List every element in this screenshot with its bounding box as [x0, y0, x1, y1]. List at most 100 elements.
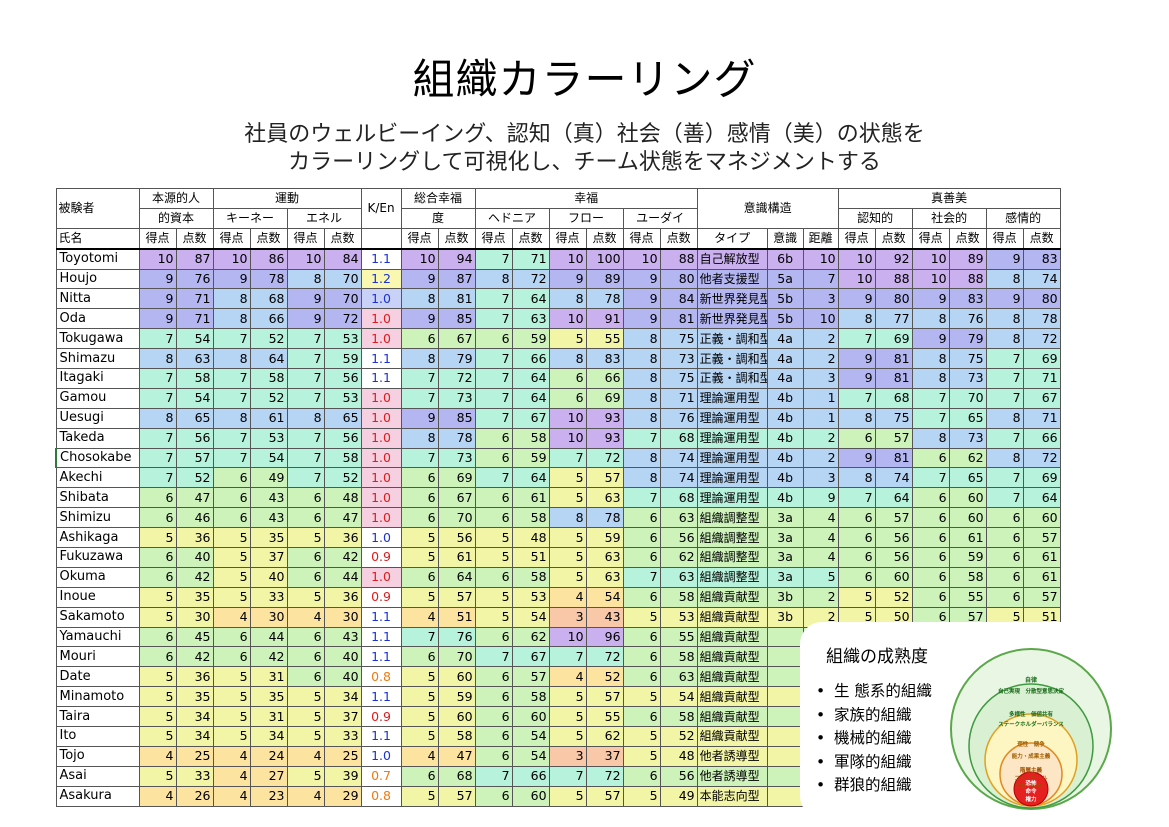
capital-score: 4 [138, 785, 177, 807]
keener-points: 35 [249, 686, 288, 708]
social-score: 6 [911, 547, 950, 568]
table-row: Inoue 5 35 5 33 5 36 0.9 5 57 5 53 4 54 6 58 組織貢献型 3b 2 5 52… [55, 586, 1061, 608]
consciousness-type: 正義・調和型 [696, 328, 768, 350]
energy-score: 5 [286, 706, 325, 728]
flow-points: 93 [585, 407, 624, 429]
ken-ratio: 1.1 [360, 646, 402, 668]
capital-points: 25 [175, 745, 214, 767]
header-score: 得点 [622, 227, 661, 250]
cognitive-points: 68 [874, 387, 913, 409]
eudai-points: 68 [659, 427, 698, 449]
keener-score: 5 [212, 706, 251, 728]
maturity-ring-label: 理性 競争 [1017, 740, 1045, 748]
keener-score: 9 [212, 268, 251, 290]
eudai-score: 6 [622, 765, 661, 787]
energy-points: 36 [323, 586, 362, 608]
eudai-score: 8 [622, 328, 661, 350]
examinee-name: Tokugawa [55, 328, 140, 350]
eudai-score: 6 [622, 547, 661, 568]
ken-ratio: 1.0 [360, 407, 402, 429]
energy-score: 9 [286, 288, 325, 310]
energy-score: 7 [286, 427, 325, 449]
emotional-points: 74 [1022, 268, 1061, 290]
wellbeing-score: 5 [400, 547, 439, 568]
social-score: 8 [911, 368, 950, 389]
header-consciousness: 意識構造 [696, 188, 839, 229]
header-type: タイプ [696, 227, 768, 250]
eudai-points: 81 [659, 308, 698, 330]
energy-score: 6 [286, 547, 325, 568]
awareness-level: 5b [766, 288, 804, 310]
consciousness-type: 正義・調和型 [696, 348, 768, 370]
hedonia-points: 58 [511, 686, 550, 708]
capital-score: 10 [138, 248, 177, 270]
keener-score: 6 [212, 626, 251, 648]
header-eudai: ユーダイ [622, 207, 698, 229]
keener-points: 53 [249, 427, 288, 449]
hedonia-score: 6 [474, 726, 513, 747]
table-row: Fukuzawa 6 40 5 37 6 42 0.9 5 61 5 51 5 63 6 62 組織調整型 3a 4… [55, 547, 1061, 568]
eudai-points: 71 [659, 387, 698, 409]
eudai-points: 74 [659, 447, 698, 469]
energy-points: 65 [323, 407, 362, 429]
social-score: 6 [911, 527, 950, 549]
hedonia-points: 71 [511, 248, 550, 270]
hedonia-score: 7 [474, 467, 513, 489]
emotional-score: 7 [985, 348, 1024, 370]
hedonia-points: 58 [511, 507, 550, 529]
flow-points: 72 [585, 447, 624, 469]
energy-points: 25 [323, 745, 362, 767]
capital-score: 5 [138, 666, 177, 688]
capital-points: 47 [175, 487, 214, 509]
awareness-level: 4a [766, 368, 804, 389]
keener-score: 8 [212, 308, 251, 330]
keener-points: 30 [249, 606, 288, 628]
table-row: Takeda 7 56 7 53 7 56 1.0 8 78 6 58 10 93 7 68 理論運用型 4b 2 6… [55, 427, 1061, 449]
header-hedonia: ヘドニア [474, 207, 550, 229]
keener-score: 8 [212, 348, 251, 370]
flow-score: 5 [548, 785, 587, 807]
wellbeing-points: 51 [437, 606, 476, 628]
keener-points: 54 [249, 447, 288, 469]
distance-value: 7 [802, 268, 839, 290]
distance-value: 10 [802, 308, 839, 330]
cognitive-score: 10 [837, 268, 876, 290]
eudai-points: 74 [659, 467, 698, 489]
keener-points: 27 [249, 765, 288, 787]
eudai-points: 63 [659, 507, 698, 529]
flow-points: 57 [585, 686, 624, 708]
social-points: 73 [948, 368, 987, 389]
keener-score: 7 [212, 447, 251, 469]
energy-points: 40 [323, 666, 362, 688]
capital-score: 6 [138, 487, 177, 509]
wellbeing-points: 58 [437, 726, 476, 747]
capital-score: 7 [138, 427, 177, 449]
flow-score: 5 [548, 487, 587, 509]
flow-points: 72 [585, 765, 624, 787]
eudai-score: 6 [622, 646, 661, 668]
ken-ratio: 1.0 [360, 745, 402, 767]
awareness-level: 3a [766, 507, 804, 529]
eudai-score: 6 [622, 527, 661, 549]
consciousness-type: 組織調整型 [696, 527, 768, 549]
header-capital-1: 本源的人 [138, 188, 214, 209]
flow-score: 5 [548, 706, 587, 728]
keener-score: 4 [212, 606, 251, 628]
flow-points: 43 [585, 606, 624, 628]
hedonia-score: 7 [474, 387, 513, 409]
flow-points: 89 [585, 268, 624, 290]
wellbeing-points: 70 [437, 646, 476, 668]
examinee-name: Asakura [55, 785, 140, 807]
consciousness-type: 新世界発見型 [696, 308, 768, 330]
capital-points: 76 [175, 268, 214, 290]
social-score: 8 [911, 427, 950, 449]
hedonia-points: 67 [511, 646, 550, 668]
keener-points: 23 [249, 785, 288, 807]
wellbeing-points: 78 [437, 427, 476, 449]
eudai-points: 75 [659, 328, 698, 350]
eudai-score: 5 [622, 606, 661, 628]
table-row: Okuma 6 42 5 40 6 44 1.0 6 64 6 58 5 63 7 63 組織調整型 3a 5 6 60… [55, 566, 1061, 588]
wellbeing-score: 6 [400, 328, 439, 350]
capital-score: 7 [138, 387, 177, 409]
awareness-level: 3a [766, 527, 804, 549]
